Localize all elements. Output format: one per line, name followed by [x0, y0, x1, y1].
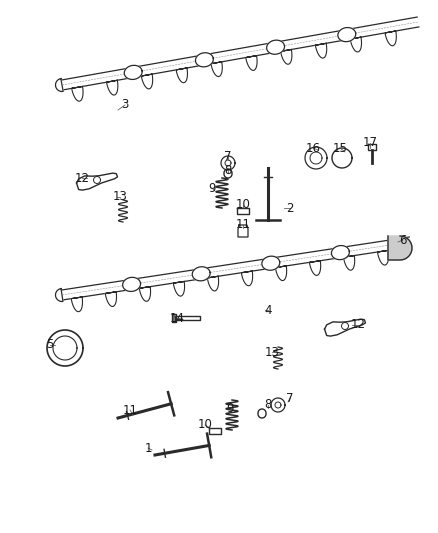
Polygon shape	[281, 50, 292, 64]
Polygon shape	[388, 236, 412, 260]
Text: 9: 9	[208, 182, 216, 195]
Polygon shape	[175, 316, 200, 320]
Polygon shape	[207, 434, 211, 457]
Polygon shape	[71, 297, 82, 312]
Polygon shape	[368, 144, 376, 150]
Text: 2: 2	[286, 201, 294, 214]
Polygon shape	[338, 28, 356, 42]
Polygon shape	[123, 277, 141, 292]
Text: 17: 17	[363, 136, 378, 149]
Text: 12: 12	[74, 172, 89, 184]
Text: 1: 1	[144, 441, 152, 455]
Polygon shape	[192, 267, 210, 281]
Polygon shape	[262, 256, 280, 270]
Polygon shape	[173, 281, 184, 296]
Text: 7: 7	[224, 150, 232, 164]
Polygon shape	[207, 276, 219, 291]
Polygon shape	[241, 271, 253, 286]
Polygon shape	[246, 55, 257, 70]
Polygon shape	[343, 255, 355, 270]
Polygon shape	[61, 17, 419, 90]
Polygon shape	[141, 74, 153, 89]
Polygon shape	[211, 62, 222, 77]
Text: 14: 14	[170, 311, 184, 325]
Text: 13: 13	[113, 190, 127, 204]
Text: 15: 15	[332, 141, 347, 155]
Polygon shape	[139, 287, 151, 301]
Polygon shape	[305, 147, 327, 169]
Polygon shape	[56, 288, 63, 302]
Text: 5: 5	[46, 338, 54, 351]
Text: 16: 16	[305, 141, 321, 155]
Text: 6: 6	[399, 233, 407, 246]
Text: 7: 7	[286, 392, 294, 405]
Polygon shape	[176, 68, 187, 83]
Polygon shape	[237, 208, 249, 214]
Polygon shape	[309, 261, 321, 276]
Text: 4: 4	[264, 303, 272, 317]
Polygon shape	[77, 173, 117, 190]
Polygon shape	[332, 151, 352, 165]
Polygon shape	[378, 251, 389, 265]
Polygon shape	[172, 314, 176, 322]
Polygon shape	[209, 428, 221, 434]
Text: 8: 8	[264, 399, 272, 411]
Text: 12: 12	[350, 319, 365, 332]
Polygon shape	[267, 40, 285, 54]
Polygon shape	[47, 330, 83, 366]
Polygon shape	[56, 78, 63, 92]
Text: 10: 10	[236, 198, 251, 212]
Polygon shape	[325, 319, 365, 336]
Polygon shape	[238, 225, 248, 237]
Polygon shape	[315, 43, 327, 58]
Text: 11: 11	[123, 403, 138, 416]
Polygon shape	[124, 66, 142, 79]
Text: 3: 3	[121, 99, 129, 111]
Text: 8: 8	[224, 164, 232, 176]
Polygon shape	[385, 31, 396, 46]
Polygon shape	[168, 392, 174, 415]
Text: 13: 13	[265, 345, 279, 359]
Polygon shape	[61, 237, 411, 300]
Polygon shape	[332, 246, 350, 260]
Polygon shape	[106, 80, 118, 95]
Polygon shape	[256, 217, 280, 220]
Polygon shape	[271, 398, 285, 412]
Polygon shape	[105, 292, 117, 306]
Polygon shape	[276, 266, 286, 280]
Polygon shape	[332, 148, 352, 168]
Polygon shape	[195, 53, 213, 67]
Polygon shape	[72, 86, 83, 101]
Polygon shape	[221, 156, 235, 170]
Polygon shape	[350, 37, 361, 52]
Text: 9: 9	[226, 401, 234, 415]
Text: 11: 11	[236, 219, 251, 231]
Text: 10: 10	[198, 418, 212, 432]
